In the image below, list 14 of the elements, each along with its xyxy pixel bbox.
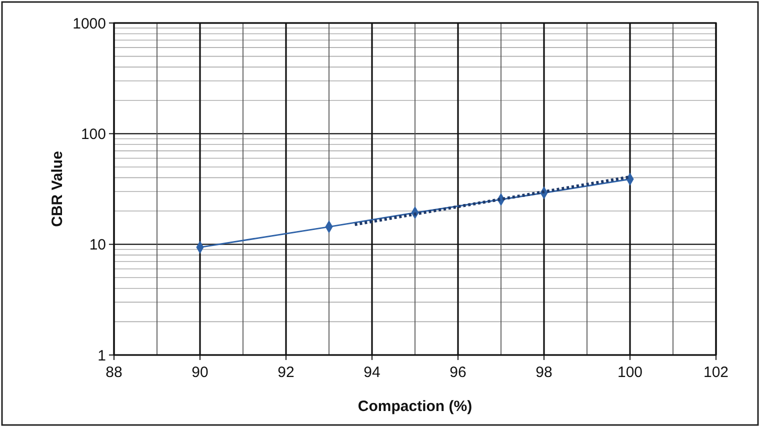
x-tick-label: 94 [364, 364, 380, 381]
y-tick-label: 1 [98, 347, 106, 364]
x-tick-label: 98 [536, 364, 552, 381]
y-tick-label: 10 [89, 236, 106, 254]
y-tick-label: 1000 [72, 15, 106, 32]
x-tick-label: 88 [106, 364, 122, 381]
x-tick-label: 90 [192, 364, 208, 381]
x-tick-label: 100 [617, 364, 643, 381]
x-axis-title: Compaction (%) [358, 398, 472, 415]
x-tick-label: 102 [703, 364, 729, 381]
x-tick-label: 96 [450, 364, 466, 381]
y-tick-label: 100 [80, 126, 106, 143]
y-axis-title: CBR Value [49, 151, 66, 227]
x-tick-label: 92 [278, 364, 294, 381]
